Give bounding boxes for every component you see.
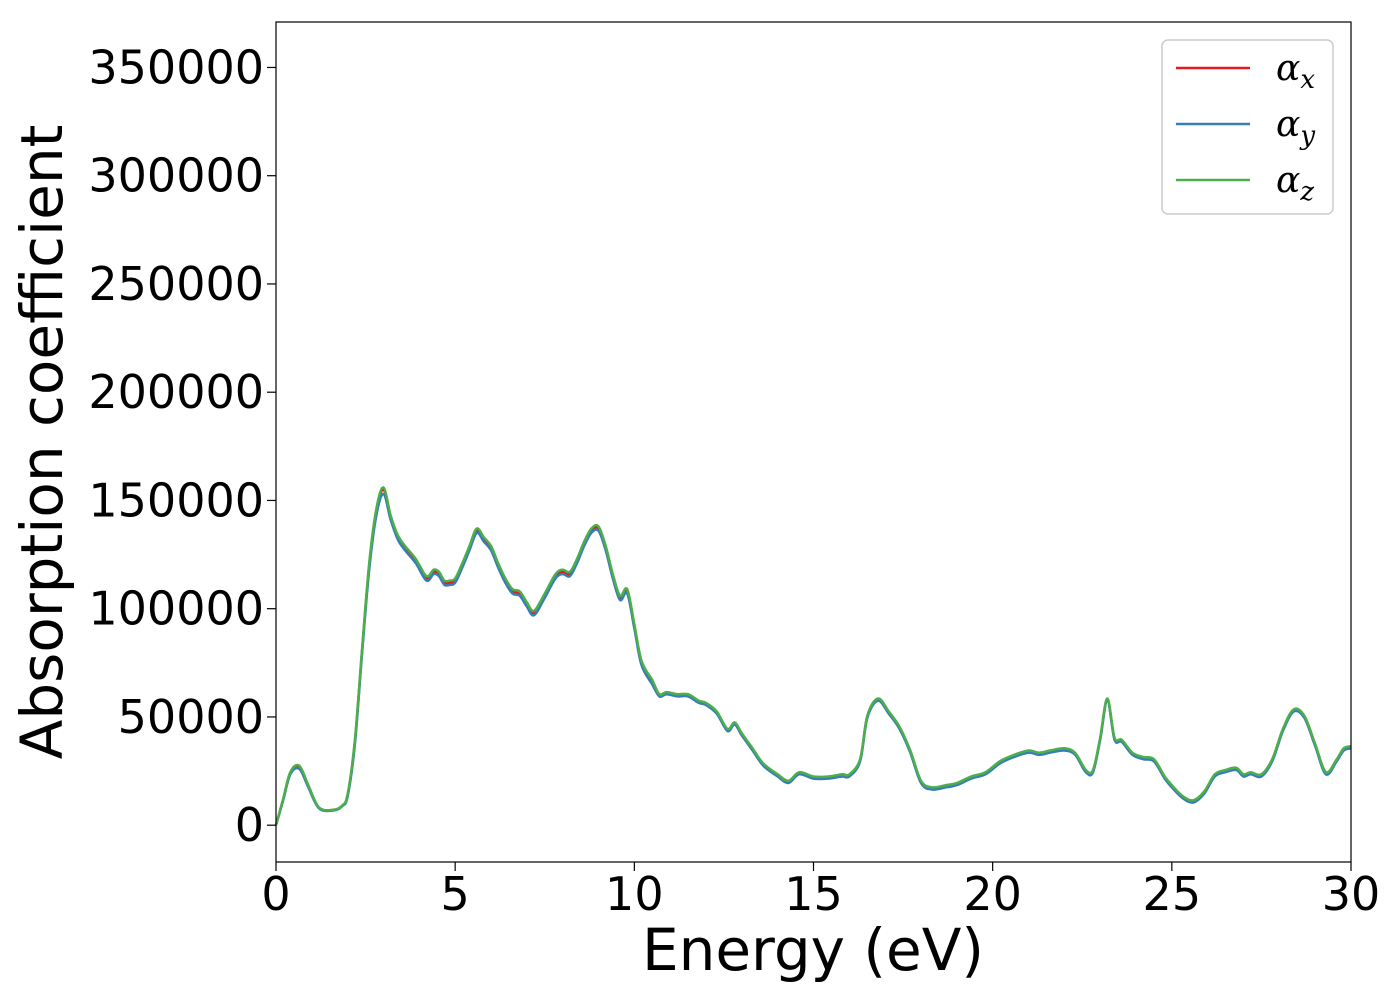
- legend[interactable]: αx αy αz: [1161, 39, 1334, 215]
- y-tick-label: 350000: [88, 40, 264, 94]
- x-axis: 0 5 10 15 20 25 30: [261, 862, 1380, 921]
- y-tick-label: 50000: [118, 690, 264, 744]
- y-tick-label: 250000: [88, 257, 264, 311]
- y-axis-label: Absorption coefficient: [8, 125, 76, 760]
- x-tick-label: 15: [784, 867, 843, 921]
- x-tick-label: 10: [605, 867, 664, 921]
- legend-label-3: αz: [1276, 160, 1314, 207]
- y-tick-label: 300000: [88, 149, 264, 203]
- x-tick-label: 25: [1143, 867, 1202, 921]
- series-line-3: [274, 486, 1352, 826]
- x-tick-label: 0: [261, 867, 290, 921]
- legend-box: [1161, 39, 1334, 215]
- x-axis-label: Energy (eV): [642, 916, 984, 984]
- x-tick-label: 30: [1322, 867, 1381, 921]
- y-tick-label: 0: [235, 798, 264, 852]
- y-tick-label: 200000: [88, 365, 264, 419]
- legend-label-2: αy: [1276, 104, 1315, 151]
- y-axis: 0 50000 100000 150000 200000 250000 300000 3500…: [88, 40, 276, 852]
- y-tick-label: 150000: [88, 473, 264, 527]
- x-tick-label: 5: [441, 867, 470, 921]
- series-layer: [274, 486, 1352, 826]
- y-tick-label: 100000: [88, 582, 264, 636]
- legend-label-1: αx: [1276, 48, 1315, 95]
- x-tick-label: 20: [963, 867, 1022, 921]
